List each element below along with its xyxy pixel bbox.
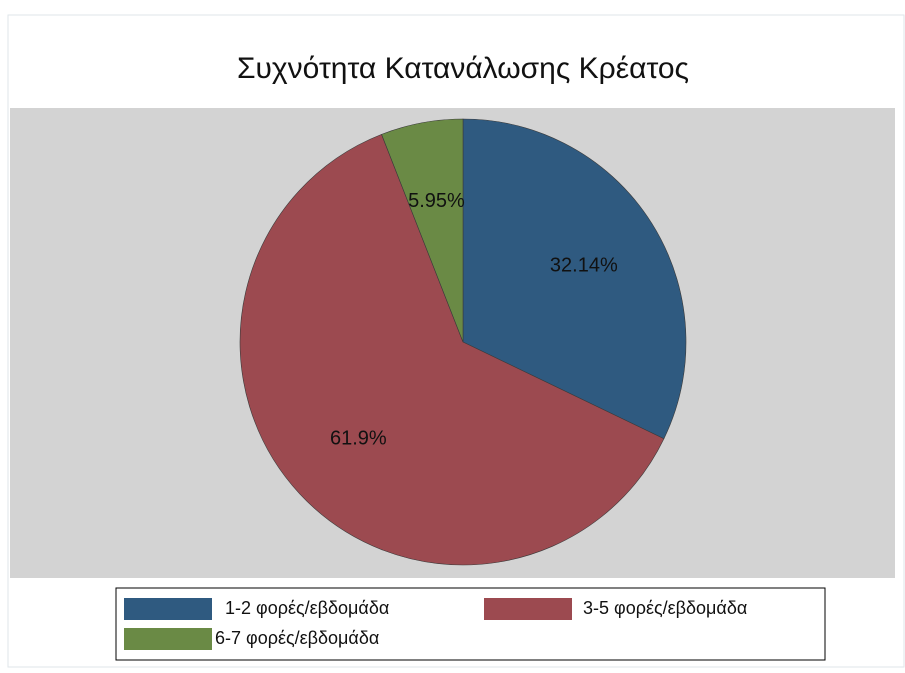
data-label: 61.9%	[330, 427, 387, 449]
legend-swatch	[124, 598, 212, 620]
data-label: 5.95%	[408, 190, 465, 212]
legend-label: 6-7 φορές/εβδομάδα	[215, 628, 379, 648]
legend	[115, 587, 826, 661]
legend-label: 1-2 φορές/εβδομάδα	[225, 598, 389, 618]
pie-slice	[381, 118, 464, 343]
chart-title: Συχνότητα Κατανάλωσης Κρέατος	[237, 52, 689, 85]
pie-slice	[462, 118, 687, 440]
legend-swatch	[484, 598, 572, 620]
data-label: 32.14%	[550, 254, 618, 276]
legend-label: 3-5 φορές/εβδομάδα	[583, 598, 747, 618]
pie-slice	[239, 134, 665, 566]
legend-swatch	[124, 628, 212, 650]
